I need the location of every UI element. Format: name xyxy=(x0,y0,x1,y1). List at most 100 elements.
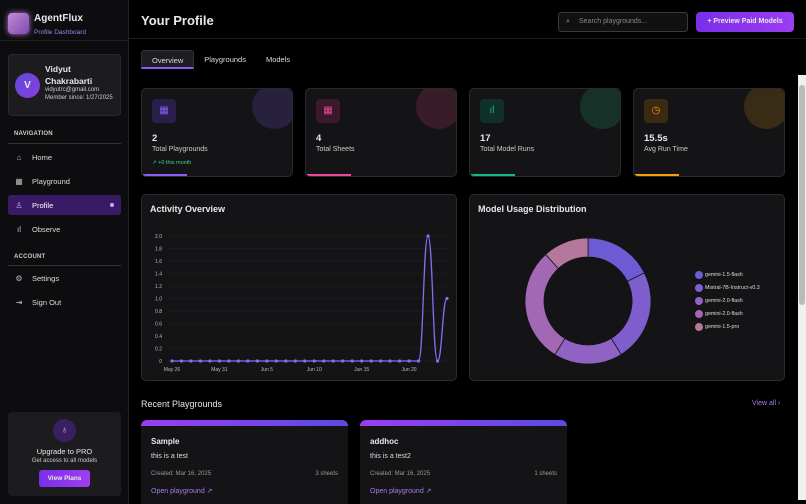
playground-sheets: 3 sheets xyxy=(315,471,338,477)
data-point[interactable] xyxy=(246,359,250,363)
data-point[interactable] xyxy=(379,359,383,363)
data-point[interactable] xyxy=(179,359,184,363)
card-accent xyxy=(141,420,348,426)
playground-card[interactable]: addhoc this is a test2 Created: Mar 16, … xyxy=(360,420,567,504)
view-plans-button[interactable]: View Plans xyxy=(38,470,91,487)
scrollbar[interactable] xyxy=(798,75,806,500)
data-point[interactable] xyxy=(312,359,316,363)
user-email: vidyutrc@gmail.com xyxy=(45,87,100,93)
chart-legend: gemini-1.5-flash Mistral-7B-Instruct-v0.3… xyxy=(695,268,760,334)
data-point[interactable] xyxy=(303,359,307,363)
legend-swatch xyxy=(695,310,703,319)
clock-icon: ◷ xyxy=(644,99,668,123)
sidebar-item-observe[interactable]: ıl Observe xyxy=(8,219,121,239)
sidebar-item-playground[interactable]: ▦ Playground xyxy=(8,171,121,191)
nav-label: Observe xyxy=(32,224,61,234)
preview-paid-models-button[interactable]: + Preview Paid Models xyxy=(696,12,794,32)
data-point[interactable] xyxy=(170,359,174,363)
stat-value: 4 xyxy=(316,133,322,144)
tab-models[interactable]: Models xyxy=(265,55,291,64)
open-playground-link[interactable]: Open playground ↗ xyxy=(151,488,213,495)
pie-slice[interactable] xyxy=(524,253,566,356)
tab-playgrounds[interactable]: Playgrounds xyxy=(204,55,246,64)
data-point[interactable] xyxy=(445,296,449,301)
legend-label: gemini-1.5-flash xyxy=(705,271,743,278)
pie-slice[interactable] xyxy=(544,237,589,270)
data-point[interactable] xyxy=(198,359,203,363)
sidebar-item-settings[interactable]: ⚙ Settings xyxy=(8,268,121,288)
legend-swatch xyxy=(695,270,703,279)
app-name: AgentFlux xyxy=(34,13,83,24)
upgrade-subtitle: Get access to all models xyxy=(31,458,98,464)
data-point[interactable] xyxy=(284,359,288,363)
data-point[interactable] xyxy=(293,359,297,363)
sidebar-item-sign-out[interactable]: ⇥ Sign Out xyxy=(8,292,121,312)
y-tick-label: 0.6 xyxy=(155,322,162,328)
account-heading: ACCOUNT xyxy=(14,254,46,260)
legend-swatch xyxy=(695,283,703,292)
data-point[interactable] xyxy=(274,359,278,363)
search-placeholder: Search playgrounds... xyxy=(579,18,648,25)
stat-card-model-runs: ıl 17 Total Model Runs xyxy=(469,88,621,177)
active-dot xyxy=(110,203,114,207)
data-point[interactable] xyxy=(435,359,440,363)
sidebar: AgentFlux Profile Dashboard V Vidyut Cha… xyxy=(0,0,129,504)
app-subtitle: Profile Dashboard xyxy=(34,29,87,36)
x-tick-label: Jun 5 xyxy=(261,367,273,373)
stat-trend: ↗ +0 this month xyxy=(152,160,192,166)
data-point[interactable] xyxy=(360,359,364,363)
data-point[interactable] xyxy=(331,359,335,363)
x-tick-label: Jun 15 xyxy=(354,367,369,373)
x-tick-label: Jun 20 xyxy=(402,367,417,373)
y-tick-label: 1.2 xyxy=(155,284,162,290)
data-point[interactable] xyxy=(426,234,430,238)
data-point[interactable] xyxy=(388,359,392,363)
pie-slice[interactable] xyxy=(554,337,622,365)
sidebar-item-profile[interactable]: ♙ Profile xyxy=(8,195,121,215)
open-playground-link[interactable]: Open playground ↗ xyxy=(370,488,432,495)
x-tick-label: May 26 xyxy=(164,367,181,373)
y-tick-label: 0.4 xyxy=(155,334,162,340)
legend-item: gemini-2.0-flash xyxy=(695,294,760,307)
data-point[interactable] xyxy=(265,359,269,363)
app-logo xyxy=(8,13,29,34)
view-all-link[interactable]: View all › xyxy=(752,400,781,407)
recent-title: Recent Playgrounds xyxy=(141,399,223,409)
data-point[interactable] xyxy=(416,359,421,363)
stat-label: Avg Run Time xyxy=(644,146,688,153)
x-tick-label: Jun 10 xyxy=(307,367,322,373)
tab-overview[interactable]: Overview xyxy=(141,50,195,69)
search-input[interactable]: ⌕ Search playgrounds... xyxy=(558,12,688,32)
data-point[interactable] xyxy=(407,359,411,363)
card-glow xyxy=(416,89,456,129)
data-point[interactable] xyxy=(322,359,326,363)
card-accent xyxy=(360,420,567,426)
sidebar-item-home[interactable]: ⌂ Home xyxy=(8,147,121,167)
avatar: V xyxy=(15,73,40,98)
nav-label: Home xyxy=(32,152,53,162)
data-point[interactable] xyxy=(369,359,373,363)
nav-label: Profile xyxy=(32,200,54,210)
data-point[interactable] xyxy=(350,359,354,363)
legend-label: gemini-2.0-flash xyxy=(705,297,743,304)
pie-slice[interactable] xyxy=(610,272,652,356)
data-point[interactable] xyxy=(217,359,222,363)
playground-created: Created: Mar 16, 2025 xyxy=(370,471,431,477)
playground-card[interactable]: Sample this is a test Created: Mar 16, 2… xyxy=(141,420,348,504)
model-usage-title: Model Usage Distribution xyxy=(478,204,587,214)
stat-value: 2 xyxy=(152,133,158,144)
data-point[interactable] xyxy=(208,359,212,363)
data-point[interactable] xyxy=(397,359,402,363)
scrollbar-thumb[interactable] xyxy=(799,85,805,305)
legend-label: gemini-2.0-flash xyxy=(705,311,743,318)
data-point[interactable] xyxy=(227,359,231,363)
table-icon: ▦ xyxy=(316,99,340,123)
data-point[interactable] xyxy=(236,359,240,363)
cta-label: Preview Paid Models xyxy=(713,18,783,25)
pie-slice[interactable] xyxy=(587,237,645,282)
data-point[interactable] xyxy=(189,359,193,363)
y-tick-label: 1.0 xyxy=(155,297,162,303)
page-title: Your Profile xyxy=(141,13,214,28)
data-point[interactable] xyxy=(255,359,259,363)
data-point[interactable] xyxy=(341,359,345,363)
